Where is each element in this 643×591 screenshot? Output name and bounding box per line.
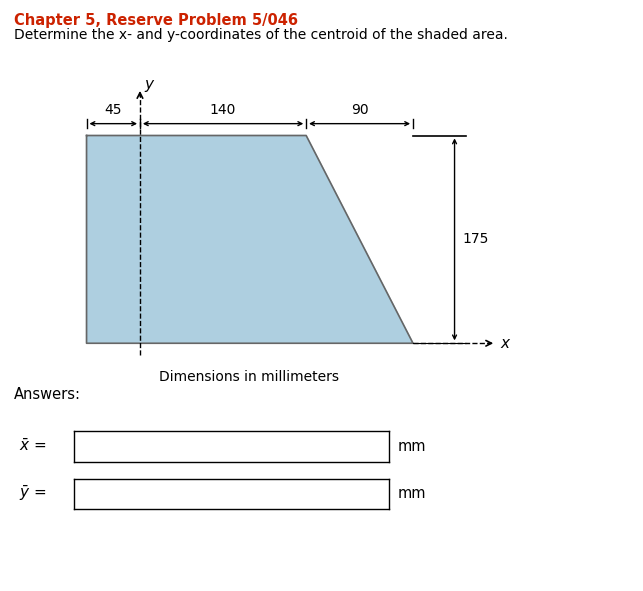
Text: Determine the x- and y-coordinates of the centroid of the shaded area.: Determine the x- and y-coordinates of th… [14, 28, 508, 43]
Text: y: y [145, 77, 154, 92]
Text: Answers:: Answers: [14, 387, 81, 402]
Polygon shape [87, 135, 413, 343]
Text: $\bar{x}$ =: $\bar{x}$ = [19, 438, 47, 454]
Text: Chapter 5, Reserve Problem 5/046: Chapter 5, Reserve Problem 5/046 [14, 13, 298, 28]
Text: mm: mm [397, 486, 426, 501]
Text: 45: 45 [105, 102, 122, 116]
Text: $\bar{y}$ =: $\bar{y}$ = [19, 484, 47, 503]
Text: Dimensions in millimeters: Dimensions in millimeters [159, 369, 340, 384]
Text: x: x [501, 336, 510, 351]
Text: 90: 90 [351, 102, 368, 116]
Text: mm: mm [397, 439, 426, 454]
Text: 175: 175 [463, 232, 489, 246]
Text: 140: 140 [210, 102, 236, 116]
